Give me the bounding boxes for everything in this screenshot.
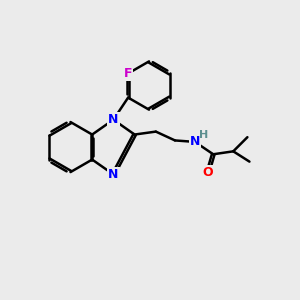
Text: N: N: [108, 168, 118, 181]
Text: H: H: [199, 130, 208, 140]
Text: N: N: [108, 113, 118, 126]
Text: F: F: [124, 67, 132, 80]
Text: N: N: [190, 135, 200, 148]
Text: O: O: [202, 166, 213, 179]
